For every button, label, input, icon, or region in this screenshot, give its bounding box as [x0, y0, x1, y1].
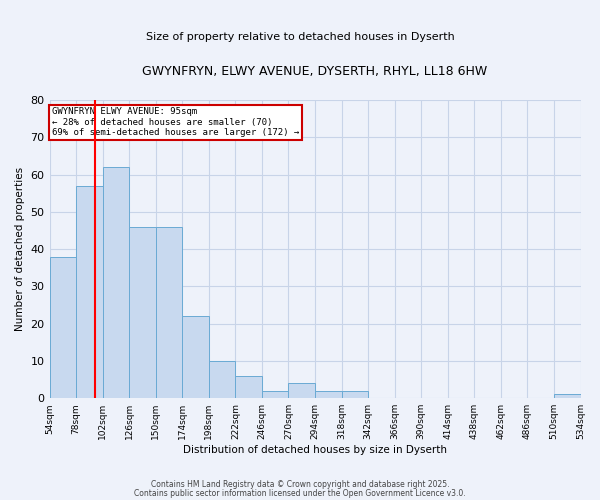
Bar: [103, 167, 129, 398]
Bar: [129, 226, 156, 398]
Bar: [341, 391, 368, 398]
Bar: [209, 361, 235, 398]
Bar: [554, 394, 581, 398]
Bar: [50, 256, 76, 398]
Text: GWYNFRYN ELWY AVENUE: 95sqm
← 28% of detached houses are smaller (70)
69% of sem: GWYNFRYN ELWY AVENUE: 95sqm ← 28% of det…: [52, 108, 299, 138]
Y-axis label: Number of detached properties: Number of detached properties: [15, 167, 25, 331]
Bar: [156, 226, 182, 398]
Text: Size of property relative to detached houses in Dyserth: Size of property relative to detached ho…: [146, 32, 454, 42]
Bar: [182, 316, 209, 398]
Bar: [262, 391, 289, 398]
Bar: [315, 391, 341, 398]
Title: GWYNFRYN, ELWY AVENUE, DYSERTH, RHYL, LL18 6HW: GWYNFRYN, ELWY AVENUE, DYSERTH, RHYL, LL…: [142, 65, 488, 78]
X-axis label: Distribution of detached houses by size in Dyserth: Distribution of detached houses by size …: [183, 445, 447, 455]
Bar: [76, 186, 103, 398]
Bar: [235, 376, 262, 398]
Bar: [289, 384, 315, 398]
Text: Contains HM Land Registry data © Crown copyright and database right 2025.: Contains HM Land Registry data © Crown c…: [151, 480, 449, 489]
Text: Contains public sector information licensed under the Open Government Licence v3: Contains public sector information licen…: [134, 488, 466, 498]
